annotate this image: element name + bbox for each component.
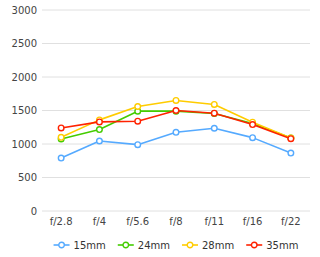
y-tick-label: 2000 [12,72,37,83]
legend-item: 28mm [182,240,234,251]
y-tick-label: 500 [18,172,37,183]
legend-item: 15mm [54,240,106,251]
grid-line [42,43,310,44]
series-marker [173,129,179,135]
series-marker [250,135,256,141]
series-marker [173,98,179,104]
series-marker [173,108,179,114]
x-tick-label: f/22 [281,216,301,227]
legend-marker [251,242,257,248]
legend-marker [59,242,65,248]
grid-line [42,77,310,78]
legend-label: 28mm [202,240,234,251]
legend-label: 15mm [74,240,106,251]
y-tick-label: 0 [31,206,37,217]
x-tick-label: f/8 [169,216,182,227]
y-tick-label: 1500 [12,105,37,116]
legend-label: 35mm [266,240,298,251]
x-tick-label: f/11 [204,216,224,227]
x-tick-label: f/16 [243,216,263,227]
series-marker [211,110,217,116]
series-marker [288,150,294,156]
series-marker [58,125,64,131]
series-marker [58,155,64,161]
legend-marker [187,242,193,248]
legend-label: 24mm [138,240,170,251]
plot-area [58,98,293,161]
series-marker [288,135,294,141]
series-line [61,128,291,158]
series-marker [250,122,256,128]
grid [42,10,310,211]
series-marker [211,125,217,131]
y-tick-label: 3000 [12,5,37,16]
series-marker [97,138,103,144]
legend: 15mm 24mm 28mm 35mm [54,240,299,251]
series-marker [97,119,103,125]
x-tick-label: f/2.8 [50,216,73,227]
series-line [61,111,291,139]
grid-line [42,10,310,11]
series-marker [173,108,179,114]
legend-marker [123,242,129,248]
chart: 0 500 1000 1500 2000 2500 3000 f/2.8 f/4 f/5.6 f/8… [0,0,320,257]
x-tick-label: f/4 [93,216,106,227]
series-marker [135,142,141,148]
series-marker [97,127,103,133]
y-tick-label: 2500 [12,38,37,49]
series-marker [135,104,141,110]
series-marker [211,111,217,117]
series-marker [288,136,294,142]
legend-item: 24mm [118,240,170,251]
series-marker [211,102,217,108]
series-marker [58,135,64,141]
x-tick-label: f/5.6 [126,216,149,227]
y-tick-label: 1000 [12,139,37,150]
series-line [61,111,291,139]
series-marker [135,118,141,124]
series-marker [288,135,294,141]
legend-item: 35mm [246,240,298,251]
series-line [61,100,291,138]
grid-line [42,177,310,178]
grid-line [42,211,310,212]
